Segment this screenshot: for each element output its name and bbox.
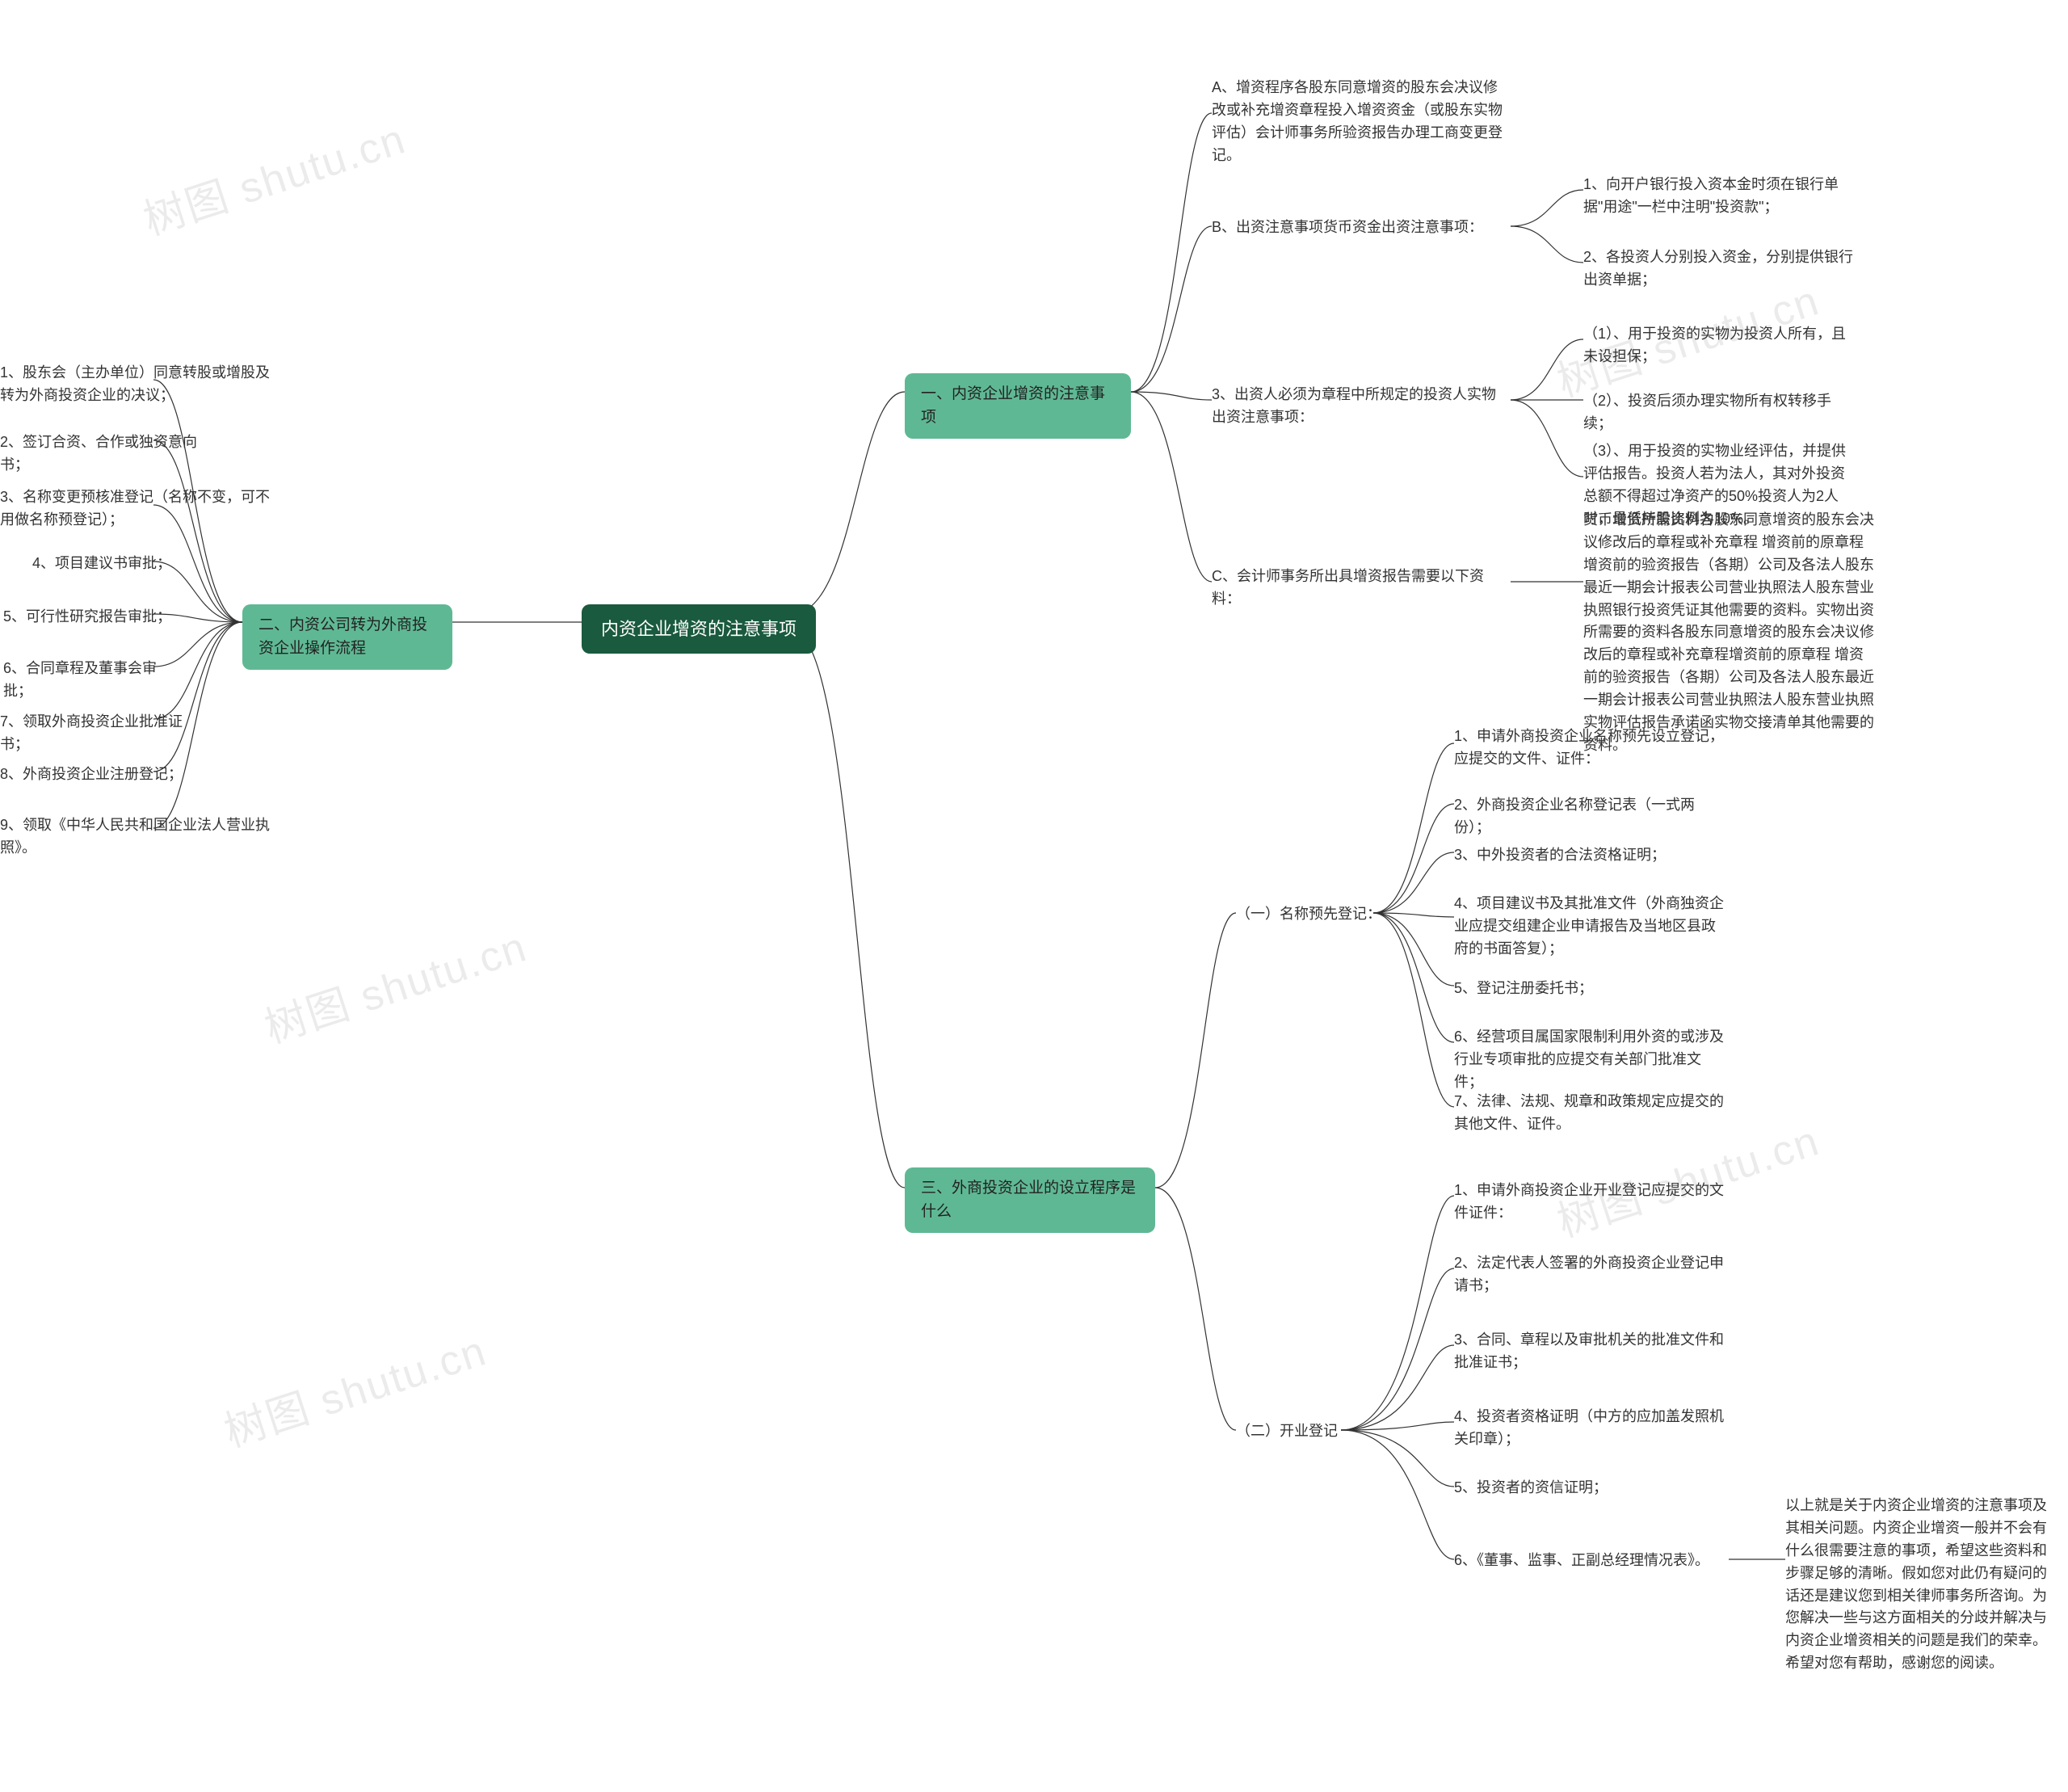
b3-s2-label: （二）开业登记 [1236,1420,1338,1443]
b1-B-c1: 1、向开户银行投入资本金时须在银行单据"用途"一栏中注明"投资款"； [1583,174,1858,219]
b3-s2-c6-detail: 以上就是关于内资企业增资的注意事项及其相关问题。内资企业增资一般并不会有什么很需… [1785,1495,2052,1675]
b3-s1-c1: 1、申请外商投资企业名称预先设立登记，应提交的文件、证件： [1454,726,1729,771]
b1-C3-c1: （1）、用于投资的实物为投资人所有，且未设担保； [1583,323,1858,368]
b3-s1-c6: 6、经营项目属国家限制利用外资的或涉及行业专项审批的应提交有关部门批准文件； [1454,1026,1729,1094]
b2-i4: 4、项目建议书审批； [32,553,171,575]
b2-i7: 7、领取外商投资企业批准证书； [0,711,210,756]
b3-s1-label: （一）名称预先登记： [1236,903,1381,926]
b3-s2-c6: 6、《董事、监事、正副总经理情况表》。 [1454,1550,1709,1572]
watermark: 树图 shutu.cn [256,913,534,1054]
b1-Cacc-label: C、会计师事务所出具增资报告需要以下资料： [1212,566,1503,611]
b2-i1: 1、股东会（主办单位）同意转股或增股及转为外商投资企业的决议； [0,362,275,407]
watermark: 树图 shutu.cn [135,105,413,246]
b3-s1-c5: 5、登记注册委托书； [1454,978,1593,1000]
b2-i8: 8、外商投资企业注册登记； [0,763,183,786]
b1-B-label: B、出资注意事项货币资金出资注意事项： [1212,217,1483,239]
b3-s2-c4: 4、投资者资格证明（中方的应加盖发照机关印章）； [1454,1406,1729,1451]
b3-s2-c5: 5、投资者的资信证明； [1454,1477,1608,1500]
b2-i3: 3、名称变更预核准登记（名称不变，可不用做名称预登记）； [0,486,275,532]
b3-s2-c3: 3、合同、章程以及审批机关的批准文件和批准证书； [1454,1329,1729,1374]
b2-i6: 6、合同章程及董事会审批； [3,658,181,703]
root-node: 内资企业增资的注意事项 [582,604,816,654]
b1-C3-label: 3、出资人必须为章程中所规定的投资人实物出资注意事项： [1212,384,1503,429]
branch-3: 三、外商投资企业的设立程序是什么 [905,1167,1155,1233]
b3-s2-c2: 2、法定代表人签署的外商投资企业登记申请书； [1454,1252,1729,1298]
b3-s1-c3: 3、中外投资者的合法资格证明； [1454,844,1666,867]
b1-B-c2: 2、各投资人分别投入资金，分别提供银行出资单据； [1583,246,1858,292]
watermark: 树图 shutu.cn [216,1317,494,1458]
b3-s1-c4: 4、项目建议书及其批准文件（外商独资企业应提交组建企业申请报告及当地区县政府的书… [1454,893,1729,961]
b3-s1-c2: 2、外商投资企业名称登记表（一式两份）； [1454,794,1729,839]
b2-i5: 5、可行性研究报告审批； [3,606,171,629]
b1-A: A、增资程序各股东同意增资的股东会决议修改或补充增资章程投入增资资金（或股东实物… [1212,77,1503,167]
b1-Cacc-detail: 货币增资所需资料各股东同意增资的股东会决议修改后的章程或补充章程 增资前的原章程… [1583,509,1874,757]
b2-i2: 2、签订合资、合作或独资意向书； [0,431,210,477]
b2-i9: 9、领取《中华人民共和国企业法人营业执照》。 [0,814,275,860]
b1-C3-c2: （2）、投资后须办理实物所有权转移手续； [1583,390,1858,435]
b3-s1-c7: 7、法律、法规、规章和政策规定应提交的其他文件、证件。 [1454,1091,1729,1136]
branch-1: 一、内资企业增资的注意事项 [905,373,1131,439]
b3-s2-c1: 1、申请外商投资企业开业登记应提交的文件证件： [1454,1180,1729,1225]
branch-2: 二、内资公司转为外商投资企业操作流程 [242,604,452,670]
